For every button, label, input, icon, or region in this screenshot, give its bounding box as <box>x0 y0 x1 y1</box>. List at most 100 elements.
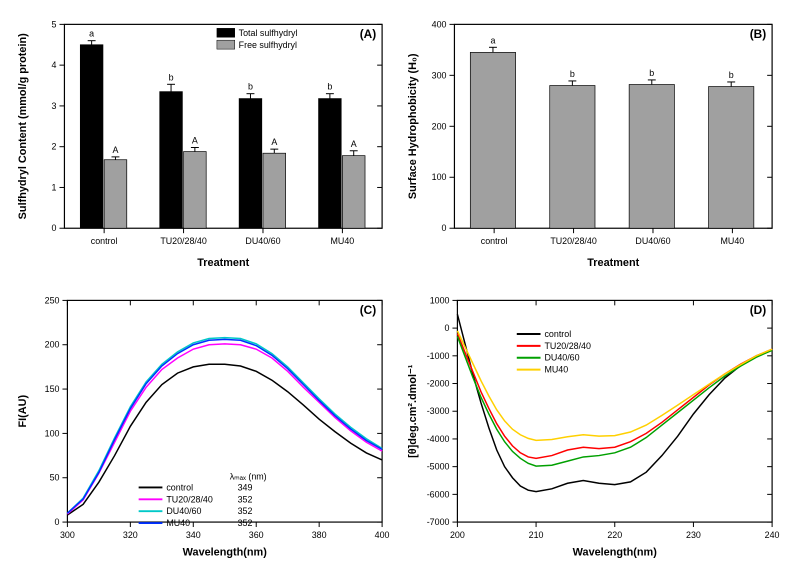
sig-letter: b <box>327 82 332 92</box>
sig-letter: A <box>192 136 198 146</box>
ytick: 100 <box>432 172 447 182</box>
series-line <box>457 334 772 459</box>
bar <box>550 86 595 229</box>
legend-label: MU40 <box>166 518 190 528</box>
bar <box>319 99 342 229</box>
ytick: -4000 <box>427 434 450 444</box>
ylabel: [θ]deg.cm².dmol⁻¹ <box>407 364 419 458</box>
series-line <box>67 340 382 514</box>
panel-d: 200 210 220 230 240 -7000 -6000 -5000 -4000 -3000… <box>400 288 782 570</box>
series-line <box>457 314 772 491</box>
ytick: -3000 <box>427 406 450 416</box>
legend-label: control <box>544 329 571 339</box>
ytick: 50 <box>50 473 60 483</box>
ytick: 3 <box>52 101 57 111</box>
sig-letter: b <box>729 70 734 80</box>
xtick: 340 <box>186 530 201 540</box>
xtick: MU40 <box>721 236 745 246</box>
xtick: 360 <box>249 530 264 540</box>
lambda-value: 352 <box>238 494 253 504</box>
xtick: 240 <box>765 530 780 540</box>
ytick: 0 <box>442 223 447 233</box>
lambda-value: 352 <box>238 506 253 516</box>
series-line <box>457 331 772 440</box>
ytick: 200 <box>432 121 447 131</box>
bar <box>160 92 183 229</box>
ytick: 0 <box>55 517 60 527</box>
ytick: -7000 <box>427 517 450 527</box>
xlabel: Treatment <box>197 257 249 269</box>
ytick: -2000 <box>427 379 450 389</box>
ytick: 150 <box>45 384 60 394</box>
ytick: -5000 <box>427 462 450 472</box>
legend-label: control <box>166 483 193 493</box>
bar <box>80 45 103 228</box>
panel-label: (B) <box>750 27 767 41</box>
ytick: 0 <box>445 323 450 333</box>
series-line <box>67 344 382 514</box>
xtick: 300 <box>60 530 75 540</box>
xtick: TU20/28/40 <box>160 236 207 246</box>
xtick: 210 <box>529 530 544 540</box>
ytick: -1000 <box>427 351 450 361</box>
bar <box>263 153 286 228</box>
ytick: 2 <box>52 142 57 152</box>
ytick: 4 <box>52 60 57 70</box>
legend-label: Free sulfhydryl <box>239 40 297 50</box>
legend-label: TU20/28/40 <box>544 341 591 351</box>
xtick: 230 <box>686 530 701 540</box>
legend-swatch <box>217 28 235 37</box>
sig-letter: b <box>570 69 575 79</box>
sig-letter: A <box>351 139 357 149</box>
legend-label: DU40/60 <box>166 506 201 516</box>
bar <box>629 85 674 229</box>
xtick: control <box>91 236 118 246</box>
ytick: 300 <box>432 70 447 80</box>
xtick: 200 <box>450 530 465 540</box>
ytick: 400 <box>432 19 447 29</box>
ytick: 1000 <box>430 296 450 306</box>
xlabel: Treatment <box>587 257 639 269</box>
legend-label: MU40 <box>544 365 568 375</box>
panel-c: 300320340360380400050100150200250Wavelen… <box>10 288 392 570</box>
ylabel: Surface Hydrophobicity (H₀) <box>407 53 419 199</box>
panel-label: (D) <box>750 303 767 317</box>
xtick: TU20/28/40 <box>550 236 597 246</box>
legend-label: Total sulfhydryl <box>239 28 298 38</box>
lambda-value: 352 <box>238 518 253 528</box>
panel-a: 012345controlaATU20/28/40bADU40/60bAMU40… <box>10 10 392 282</box>
ytick: 250 <box>45 296 60 306</box>
bar <box>184 152 207 229</box>
bar <box>709 87 754 229</box>
xtick: 380 <box>312 530 327 540</box>
bar <box>470 52 515 228</box>
ylabel: FI(AU) <box>17 395 29 428</box>
sig-letter: a <box>490 35 495 45</box>
lambda-header: λₘₐₓ (nm) <box>230 472 267 482</box>
sig-letter: b <box>649 68 654 78</box>
ylabel: Sulfhydryl Content (mmol/g protein) <box>17 33 29 219</box>
xtick: 220 <box>607 530 622 540</box>
xtick: control <box>481 236 508 246</box>
ytick: -6000 <box>427 490 450 500</box>
lambda-value: 349 <box>238 483 253 493</box>
ytick: 5 <box>52 19 57 29</box>
sig-letter: A <box>271 137 277 147</box>
xtick: 400 <box>375 530 390 540</box>
panel-label: (A) <box>360 27 377 41</box>
panel-label: (C) <box>360 303 377 317</box>
sig-letter: b <box>169 72 174 82</box>
legend-label: TU20/28/40 <box>166 494 213 504</box>
sig-letter: A <box>112 145 118 155</box>
ytick: 0 <box>52 223 57 233</box>
bar <box>342 156 365 229</box>
xtick: DU40/60 <box>245 236 280 246</box>
sig-letter: a <box>89 29 94 39</box>
bar <box>239 99 262 229</box>
sig-letter: b <box>248 82 253 92</box>
ytick: 100 <box>45 429 60 439</box>
ytick: 1 <box>52 182 57 192</box>
xtick: 320 <box>123 530 138 540</box>
legend-label: DU40/60 <box>544 353 579 363</box>
panel-b: 0100200300400controlaTU20/28/40bDU40/60b… <box>400 10 782 282</box>
